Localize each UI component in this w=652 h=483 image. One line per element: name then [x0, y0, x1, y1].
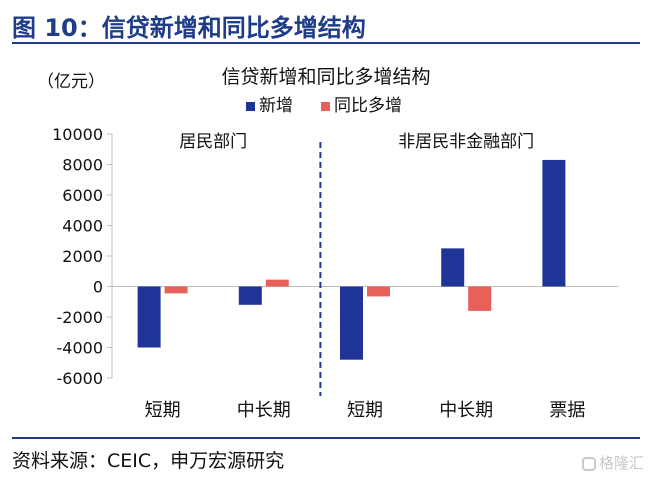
bar-yoy-more — [367, 286, 390, 297]
y-tick-label: -6000 — [57, 369, 104, 388]
bar-yoy-more — [164, 286, 188, 294]
y-tick-label: -4000 — [57, 339, 104, 358]
y-tick-label: 2000 — [62, 247, 103, 266]
group-label: 居民部门 — [179, 132, 247, 152]
legend-swatch — [246, 102, 255, 111]
y-tick-label: 6000 — [62, 186, 103, 205]
figure-title: 图 10：信贷新增和同比多增结构 — [12, 14, 366, 42]
x-category-label: 票据 — [549, 400, 585, 421]
figure-header: 图 10：信贷新增和同比多增结构 — [0, 0, 652, 44]
footer-rule — [12, 437, 640, 439]
legend-label: 新增 — [259, 96, 293, 116]
bar-new-increase — [542, 159, 566, 287]
x-category-label: 中长期 — [237, 400, 291, 421]
x-category-label: 中长期 — [439, 400, 493, 421]
bar-new-increase — [238, 286, 262, 305]
y-tick-label: 4000 — [62, 217, 103, 236]
legend-label: 同比多增 — [334, 96, 402, 116]
bar-new-increase — [340, 286, 363, 360]
y-tick-label: 10000 — [52, 125, 103, 144]
bar-new-increase — [441, 248, 465, 287]
bar-yoy-more — [468, 286, 492, 311]
chart-title: 信贷新增和同比多增结构 — [221, 66, 430, 88]
group-label: 非居民非金融部门 — [398, 132, 534, 152]
x-category-label: 短期 — [347, 400, 383, 421]
source-note: 资料来源：CEIC，申万宏源研究 — [12, 450, 285, 472]
y-tick-label: 8000 — [62, 156, 103, 175]
bar-yoy-more — [265, 279, 289, 287]
watermark: 格隆汇 — [581, 452, 644, 473]
y-tick-label: 0 — [93, 278, 103, 297]
bar-new-increase — [137, 286, 161, 348]
x-category-label: 短期 — [145, 400, 181, 421]
y-tick-label: -2000 — [57, 308, 104, 327]
watermark-logo-icon — [581, 457, 596, 471]
bar-chart: 信贷新增和同比多增结构 （亿元） 新增 同比多增 10000 8000 6000 4000 20… — [37, 66, 618, 421]
header-rule — [12, 42, 640, 44]
legend-swatch — [321, 102, 330, 111]
watermark-text: 格隆汇 — [598, 454, 644, 472]
unit-label: （亿元） — [37, 72, 105, 92]
